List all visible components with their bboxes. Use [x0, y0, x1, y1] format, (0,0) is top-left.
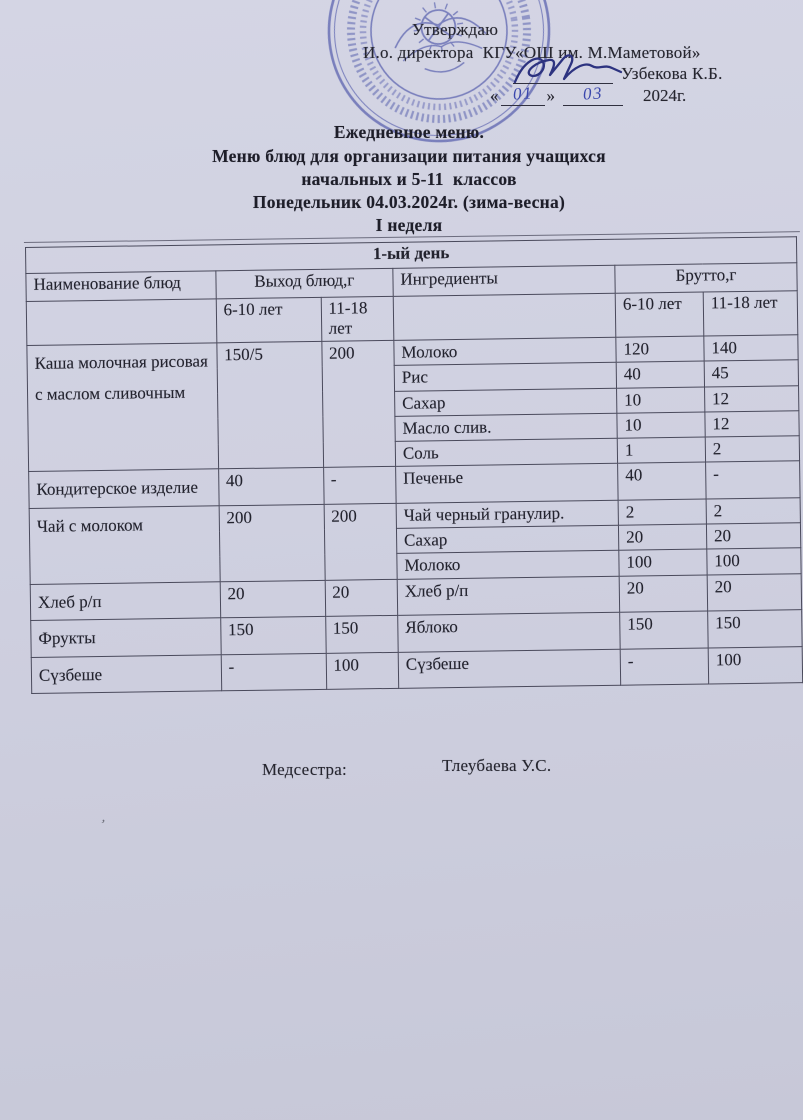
dish-cell: Хлеб р/п — [30, 581, 221, 621]
gross-6-10-cell: 2 — [618, 498, 707, 526]
quote-close: » — [546, 86, 556, 105]
ingredient-cell: Печенье — [395, 463, 619, 504]
gross-6-10-cell: 100 — [618, 549, 708, 576]
gross-11-18-cell: 12 — [704, 385, 799, 412]
gross-age-6-10-header: 6-10 лет — [615, 292, 704, 338]
yield-11-18-cell: 100 — [325, 652, 399, 690]
gross-6-10-cell: 10 — [616, 386, 705, 414]
paper-speck: ’ — [98, 817, 107, 834]
signature-underline — [513, 54, 623, 84]
yield-6-10-cell: 150 — [220, 616, 326, 655]
gross-6-10-cell: 40 — [617, 462, 706, 501]
empty-cell — [26, 298, 217, 346]
date-month-field: 03 — [563, 83, 623, 106]
director-name: Узбекова К.Б. — [621, 64, 723, 83]
yield-6-10-cell: 40 — [218, 467, 324, 506]
doc-title-line-1: Ежедневное меню. — [333, 122, 485, 142]
nurse-label: Медсестра: — [262, 760, 348, 779]
doc-title-line-2: Меню блюд для организации питания учащих… — [212, 146, 606, 166]
gross-11-18-cell: 150 — [707, 609, 803, 648]
doc-title-line-3: начальных и 5-11 классов — [301, 169, 517, 189]
gross-6-10-cell: - — [620, 647, 709, 686]
director-line: И.о. директора КГУ«ОШ им. М.Маметовой» — [363, 43, 701, 62]
ingredient-cell: Хлеб р/п — [397, 575, 620, 616]
ingredient-cell: Чай черный гранулир. — [396, 500, 619, 529]
ingredient-cell: Молоко — [393, 337, 617, 366]
gross-11-18-cell: 2 — [705, 497, 801, 525]
col-header-yield: Выход блюд,г — [215, 268, 394, 299]
gross-6-10-cell: 120 — [615, 336, 705, 363]
menu-table-body: Каша молочная рисовая с маслом сливочным… — [26, 334, 803, 694]
gross-6-10-cell: 20 — [618, 524, 707, 551]
gross-11-18-cell: 100 — [708, 646, 803, 685]
doc-title-line-5: I неделя — [375, 215, 443, 235]
gross-11-18-cell: 2 — [705, 435, 800, 463]
yield-11-18-cell: - — [323, 466, 397, 505]
gross-11-18-cell: 12 — [704, 410, 800, 438]
gross-11-18-cell: - — [705, 460, 801, 499]
gross-6-10-cell: 10 — [616, 411, 706, 439]
yield-age-11-18-header: 11-18 лет — [320, 296, 394, 342]
gross-11-18-cell: 100 — [706, 548, 802, 575]
quote-open: « — [490, 86, 499, 105]
date-year: 2024г. — [643, 86, 687, 105]
dish-cell: Чай с молоком — [29, 505, 220, 585]
doc-title-line-4: Понедельник 04.03.2024г. (зима-весна) — [252, 192, 566, 212]
menu-table: 1-ый день Наименование блюд Выход блюд,г… — [25, 236, 803, 694]
dish-cell: Кондитерское изделие — [28, 469, 219, 509]
gross-11-18-cell: 20 — [706, 522, 801, 550]
gross-6-10-cell: 150 — [619, 611, 709, 650]
ingredient-cell: Сүзбеше — [398, 649, 621, 689]
yield-11-18-cell: 200 — [323, 503, 398, 580]
date-day-field: 01 — [500, 83, 545, 106]
ingredient-cell: Масло слив. — [394, 413, 618, 442]
date-day-handwritten: 01 — [511, 83, 534, 104]
approve-word: Утверждаю — [411, 20, 499, 39]
nurse-name: Тлеубаева У.С. — [442, 756, 552, 775]
dish-cell: Каша молочная рисовая с маслом сливочным — [26, 342, 219, 472]
gross-6-10-cell: 40 — [616, 361, 705, 388]
date-month-handwritten: 03 — [582, 83, 604, 104]
approval-date-row: « 01 » 03 2024г. — [490, 83, 687, 106]
ingredient-cell: Сахар — [396, 525, 619, 554]
yield-11-18-cell: 150 — [325, 615, 399, 654]
ingredient-cell: Рис — [394, 362, 617, 391]
ingredient-cell: Молоко — [396, 550, 620, 579]
signature-row: Узбекова К.Б. — [513, 54, 723, 84]
gross-11-18-cell: 140 — [703, 334, 799, 362]
col-header-gross: Брутто,г — [614, 262, 798, 294]
yield-6-10-cell: 20 — [219, 579, 326, 618]
gross-age-11-18-header: 11-18 лет — [703, 290, 798, 337]
ingredient-cell: Сахар — [394, 387, 617, 417]
dish-cell: Сүзбеше — [31, 654, 222, 694]
yield-6-10-cell: - — [220, 653, 327, 692]
state-emblem-round-stamp-icon — [327, 0, 551, 143]
gross-6-10-cell: 20 — [619, 574, 708, 613]
gross-11-18-cell: 45 — [704, 359, 799, 387]
ingredient-cell: Яблоко — [397, 612, 621, 653]
col-header-dish: Наименование блюд — [25, 270, 216, 302]
yield-age-6-10-header: 6-10 лет — [215, 297, 322, 343]
yield-6-10-cell: 150/5 — [216, 341, 324, 470]
yield-11-18-cell: 20 — [324, 578, 398, 617]
yield-6-10-cell: 200 — [218, 504, 325, 582]
gross-6-10-cell: 1 — [617, 437, 706, 464]
yield-11-18-cell: 200 — [321, 340, 396, 468]
handwritten-signature-icon — [513, 54, 623, 84]
empty-cell — [393, 293, 616, 341]
col-header-ingredients: Ингредиенты — [392, 265, 616, 297]
gross-11-18-cell: 20 — [707, 573, 802, 612]
dish-cell: Фрукты — [30, 617, 221, 658]
menu-table-wrap: 1-ый день Наименование блюд Выход блюд,г… — [25, 236, 803, 694]
ingredient-cell: Соль — [395, 438, 618, 467]
